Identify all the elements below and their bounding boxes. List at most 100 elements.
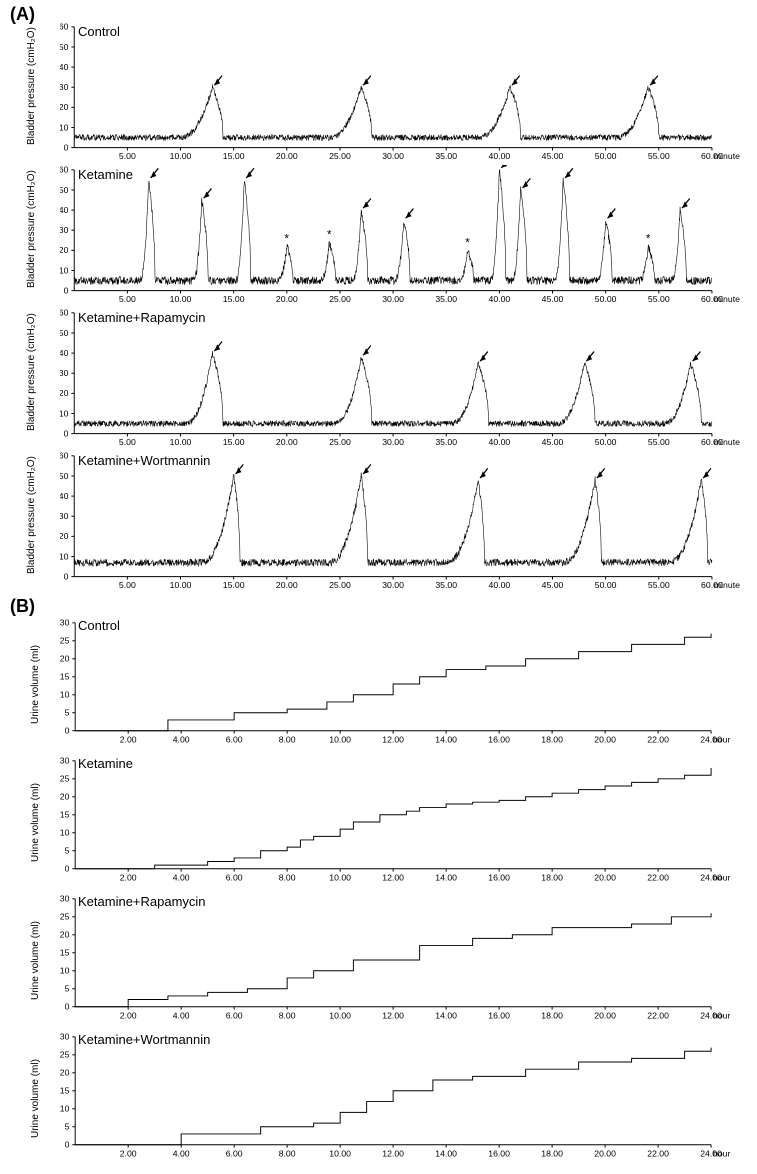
svg-text:20.00: 20.00 (276, 580, 298, 590)
svg-text:minute: minute (714, 437, 740, 447)
svg-text:25.00: 25.00 (329, 294, 351, 304)
svg-text:6.00: 6.00 (226, 734, 243, 744)
svg-text:18.00: 18.00 (541, 1148, 563, 1158)
svg-text:60: 60 (60, 308, 69, 318)
svg-text:25.00: 25.00 (329, 580, 351, 590)
svg-text:14.00: 14.00 (435, 734, 457, 744)
svg-text:30: 30 (60, 368, 69, 378)
y-axis-label: Bladder pressure (cmH₂O) (26, 313, 37, 431)
svg-text:5: 5 (65, 846, 70, 856)
section-b-label: (B) (10, 596, 35, 617)
svg-text:22.00: 22.00 (647, 1148, 669, 1158)
svg-text:*: * (285, 233, 290, 245)
svg-text:2.00: 2.00 (120, 734, 137, 744)
svg-text:60: 60 (60, 165, 69, 175)
svg-text:55.00: 55.00 (648, 580, 670, 590)
pressure-panel: Bladder pressure (cmH₂O)Ketamine01020304… (60, 165, 720, 304)
svg-text:30: 30 (60, 225, 69, 235)
svg-text:50.00: 50.00 (595, 151, 617, 161)
svg-text:25: 25 (60, 774, 70, 784)
svg-text:20.00: 20.00 (276, 437, 298, 447)
svg-text:20.00: 20.00 (594, 1010, 616, 1020)
svg-text:16.00: 16.00 (488, 872, 510, 882)
svg-text:20: 20 (60, 930, 70, 940)
svg-text:10: 10 (60, 1104, 70, 1114)
svg-text:30: 30 (60, 511, 69, 521)
svg-text:35.00: 35.00 (435, 580, 457, 590)
svg-text:35.00: 35.00 (435, 294, 457, 304)
svg-text:22.00: 22.00 (647, 1010, 669, 1020)
svg-text:30: 30 (60, 894, 70, 904)
svg-text:10.00: 10.00 (329, 1148, 351, 1158)
svg-text:10.00: 10.00 (329, 734, 351, 744)
panel-title: Ketamine (78, 167, 133, 182)
volume-panel: Urine volume (ml)Ketamine+Wortmannin0510… (60, 1032, 720, 1160)
svg-text:12.00: 12.00 (382, 872, 404, 882)
svg-text:14.00: 14.00 (435, 872, 457, 882)
svg-text:10.00: 10.00 (170, 437, 192, 447)
svg-text:20: 20 (60, 102, 69, 112)
svg-text:20.00: 20.00 (594, 1148, 616, 1158)
svg-text:5.00: 5.00 (119, 294, 136, 304)
svg-text:20: 20 (60, 388, 69, 398)
svg-text:10.00: 10.00 (170, 580, 192, 590)
svg-text:45.00: 45.00 (542, 580, 564, 590)
svg-text:40.00: 40.00 (489, 151, 511, 161)
panel-title: Ketamine (78, 756, 133, 771)
svg-text:15.00: 15.00 (223, 294, 245, 304)
svg-text:hour: hour (713, 872, 730, 882)
svg-text:0: 0 (65, 864, 70, 874)
svg-text:20.00: 20.00 (276, 151, 298, 161)
svg-text:20: 20 (60, 1068, 70, 1078)
svg-text:30.00: 30.00 (382, 151, 404, 161)
svg-text:5: 5 (65, 708, 70, 718)
svg-text:45.00: 45.00 (542, 151, 564, 161)
svg-text:*: * (327, 229, 332, 241)
svg-text:5: 5 (65, 984, 70, 994)
svg-text:15: 15 (60, 672, 70, 682)
svg-text:20.00: 20.00 (276, 294, 298, 304)
y-axis-label: Bladder pressure (cmH₂O) (26, 27, 37, 145)
svg-text:10: 10 (60, 408, 69, 418)
svg-text:5.00: 5.00 (119, 437, 136, 447)
svg-text:5: 5 (65, 1122, 70, 1132)
svg-text:20: 20 (60, 792, 70, 802)
svg-text:18.00: 18.00 (541, 872, 563, 882)
svg-text:15: 15 (60, 948, 70, 958)
svg-text:10.00: 10.00 (170, 151, 192, 161)
svg-text:4.00: 4.00 (173, 734, 190, 744)
svg-text:8.00: 8.00 (279, 1010, 296, 1020)
svg-text:40: 40 (60, 62, 69, 72)
svg-text:30.00: 30.00 (382, 294, 404, 304)
svg-text:10: 10 (60, 690, 70, 700)
svg-text:2.00: 2.00 (120, 1010, 137, 1020)
svg-text:0: 0 (65, 1002, 70, 1012)
svg-text:40: 40 (60, 348, 69, 358)
svg-text:hour: hour (713, 734, 730, 744)
pressure-chart: 01020304050605.0010.0015.0020.0025.0030.… (60, 451, 757, 594)
svg-text:hour: hour (713, 1148, 730, 1158)
panel-title: Ketamine+Wortmannin (78, 1032, 210, 1047)
svg-text:18.00: 18.00 (541, 734, 563, 744)
svg-text:40: 40 (60, 205, 69, 215)
svg-text:50: 50 (60, 42, 69, 52)
svg-text:25: 25 (60, 1050, 70, 1060)
svg-text:25.00: 25.00 (329, 437, 351, 447)
pressure-chart: 01020304050605.0010.0015.0020.0025.0030.… (60, 308, 757, 451)
svg-text:5.00: 5.00 (119, 151, 136, 161)
svg-text:16.00: 16.00 (488, 1148, 510, 1158)
svg-text:40.00: 40.00 (489, 437, 511, 447)
volume-chart: 0510152025302.004.006.008.0010.0012.0014… (60, 1032, 757, 1164)
y-axis-label: Urine volume (ml) (30, 921, 41, 1000)
svg-text:10.00: 10.00 (170, 294, 192, 304)
svg-text:20.00: 20.00 (594, 734, 616, 744)
svg-text:50: 50 (60, 328, 69, 338)
svg-text:30: 30 (60, 1032, 70, 1042)
volume-panel: Urine volume (ml)Ketamine0510152025302.0… (60, 756, 720, 884)
svg-text:minute: minute (714, 294, 740, 304)
svg-text:10: 10 (60, 828, 70, 838)
svg-text:8.00: 8.00 (279, 734, 296, 744)
pressure-chart: 01020304050605.0010.0015.0020.0025.0030.… (60, 22, 757, 165)
svg-text:60: 60 (60, 22, 69, 32)
svg-text:30: 30 (60, 756, 70, 766)
